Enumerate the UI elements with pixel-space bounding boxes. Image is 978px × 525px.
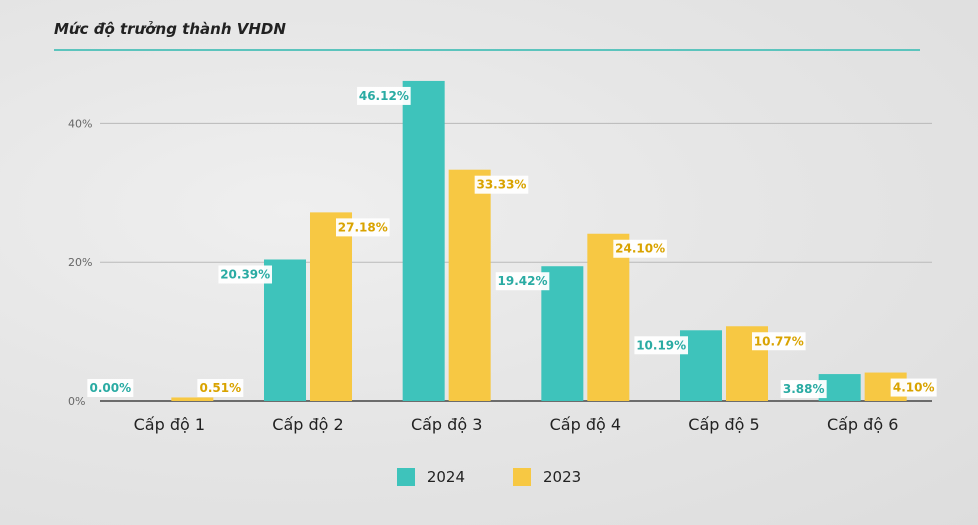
x-tick-label: Cấp độ 6 <box>827 415 898 434</box>
legend-label-2023: 2023 <box>543 468 582 486</box>
bar-2023 <box>587 233 630 401</box>
x-tick-label: Cấp độ 4 <box>550 415 621 434</box>
x-tick-label: Cấp độ 5 <box>688 415 759 434</box>
bar-2023 <box>310 212 352 401</box>
data-label-2023: 4.10% <box>893 381 935 395</box>
data-label-box <box>357 86 411 105</box>
data-label-2023: 24.10% <box>615 242 665 256</box>
y-tick-label: 0% <box>68 395 85 408</box>
data-label-box <box>197 379 244 397</box>
x-tick-label: Cấp độ 3 <box>411 415 482 434</box>
legend-label-2024: 2024 <box>426 468 465 486</box>
data-label-box <box>495 272 550 291</box>
legend-swatch-2024 <box>396 468 415 486</box>
data-label-box <box>752 332 806 351</box>
x-tick-label: Cấp độ 2 <box>272 415 343 434</box>
x-tick-label: Cấp độ 1 <box>134 415 205 434</box>
data-label-2024: 0.00% <box>90 381 132 395</box>
data-label-box <box>613 239 667 258</box>
data-label-2024: 10.19% <box>636 338 686 352</box>
title-divider <box>54 49 920 51</box>
data-label-box <box>218 265 272 284</box>
data-label-2024: 46.12% <box>359 89 409 103</box>
legend-swatch-2023 <box>513 468 531 486</box>
chart-title: Mức độ trưởng thành VHDN <box>54 20 286 38</box>
y-tick-label: 40% <box>68 117 92 130</box>
bar-2024 <box>402 80 445 402</box>
data-label-2024: 20.39% <box>220 267 270 281</box>
data-label-2023: 10.77% <box>754 334 804 348</box>
y-tick-label: 20% <box>68 256 92 269</box>
data-label-box <box>336 218 390 237</box>
bar-2023 <box>171 397 214 401</box>
data-label-box <box>474 175 529 194</box>
legend-item-2024: 2024 <box>396 468 465 486</box>
data-label-box <box>780 380 827 399</box>
data-label-2023: 0.51% <box>200 381 242 395</box>
data-label-box <box>890 378 937 397</box>
data-label-box <box>634 336 688 355</box>
data-label-box <box>87 379 134 397</box>
bar-2023 <box>448 169 491 401</box>
data-label-2024: 19.42% <box>498 274 548 288</box>
legend: 2024 2023 <box>0 468 978 486</box>
legend-item-2023: 2023 <box>513 468 581 486</box>
data-label-2024: 3.88% <box>783 382 825 396</box>
data-label-2023: 33.33% <box>476 178 526 192</box>
data-label-2023: 27.18% <box>338 220 388 234</box>
